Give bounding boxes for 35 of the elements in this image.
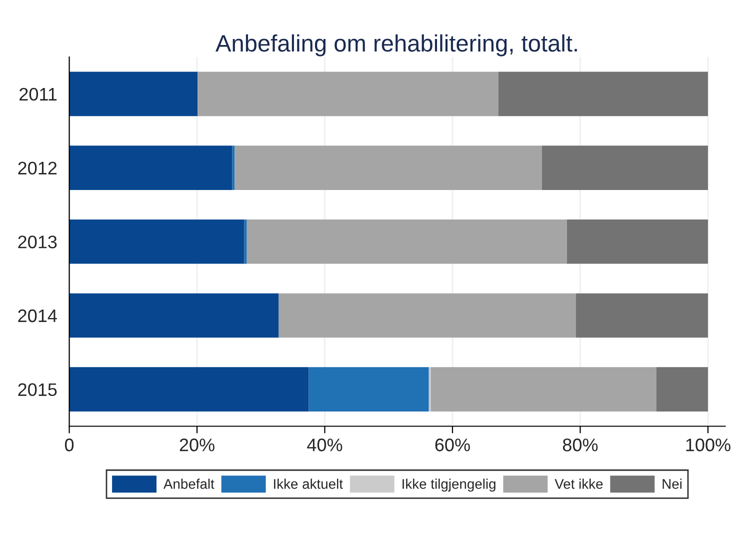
bar (498, 72, 708, 116)
bar (542, 146, 708, 190)
bar (232, 146, 235, 190)
bar (69, 367, 309, 412)
x-tick-label: 80% (562, 438, 598, 452)
legend-label: Ikke aktuelt (274, 478, 343, 489)
y-tick-label: 2015 (18, 383, 57, 396)
legend-label: Anbefalt (163, 478, 214, 489)
bar (69, 293, 279, 338)
y-tick-label: 2014 (18, 309, 57, 322)
legend-label: Nei (662, 478, 682, 489)
x-tick-label: 100% (686, 438, 730, 452)
legend-label: Ikke tilgjengelig (402, 478, 496, 492)
x-tick-label: 60% (435, 438, 470, 452)
bar (69, 146, 232, 190)
bar (198, 72, 498, 116)
bar (566, 219, 708, 264)
bar (430, 367, 656, 412)
x-tick-label: 40% (307, 438, 342, 452)
y-tick-label: 2011 (20, 88, 57, 101)
bar (69, 219, 244, 264)
bar (656, 367, 708, 412)
bar (234, 146, 542, 190)
bar (576, 293, 708, 338)
bar (69, 72, 198, 116)
y-tick-label: 2012 (18, 162, 57, 175)
x-tick-label: 20% (180, 438, 214, 452)
x-tick-label: 0 (64, 438, 74, 452)
bar (308, 367, 429, 412)
bar (246, 219, 567, 264)
chart-title: Anbefaling om rehabilitering, totalt. (216, 34, 577, 56)
y-tick-label: 2013 (18, 236, 57, 248)
legend-label: Vet ikke (554, 478, 603, 489)
bar (278, 293, 576, 338)
bar (244, 219, 247, 264)
